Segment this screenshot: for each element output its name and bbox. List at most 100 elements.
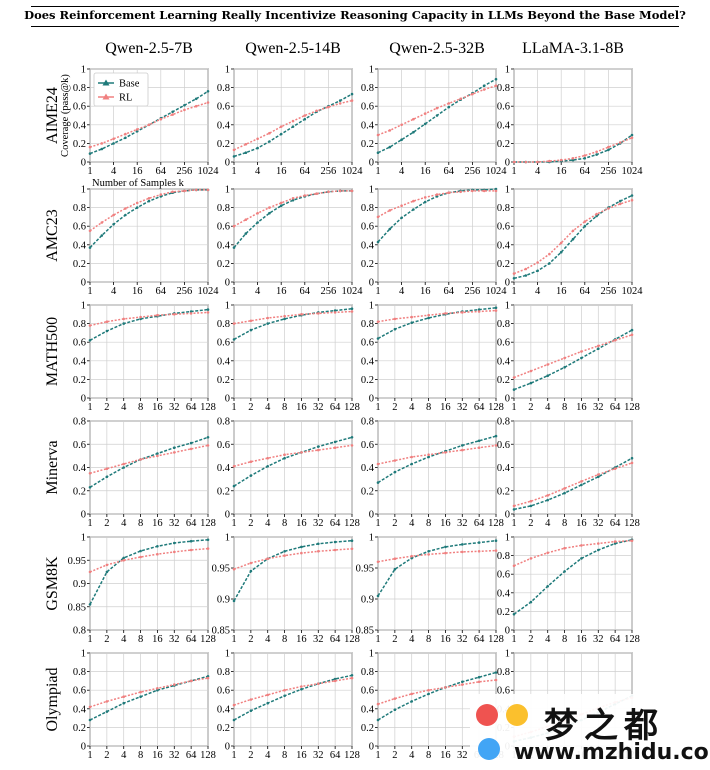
- panel-Olympiad-1-series-base-point-1: [249, 709, 253, 712]
- panel-Minerva-0-series-rl-point-0: [88, 472, 92, 475]
- panel-MATH500-0-series-base-point-0: [88, 339, 92, 342]
- panel-GSM8K-1-series-rl-point-0: [232, 567, 236, 571]
- panel-AMC23-3-xtick-label-0: 1: [511, 286, 516, 297]
- panel-AIME24-0-xtick-label-2: 16: [132, 166, 143, 177]
- panel-AMC23-1-ytick-label-2: 0.4: [217, 240, 231, 251]
- panel-Olympiad-1-xtick-label-2: 4: [265, 750, 271, 761]
- panel-Minerva-3-ytick-label-4: 0.8: [497, 417, 510, 428]
- panel-GSM8K-3-series-base-point-6: [613, 542, 617, 545]
- panel-MATH500-3-xtick-label-5: 32: [593, 402, 604, 413]
- panel-MATH500-1-series-rl-point-2: [266, 316, 270, 320]
- panel-MATH500-3-ytick-label-3: 0.6: [497, 338, 510, 349]
- panel-Minerva-3-series-rl-point-5: [597, 473, 600, 476]
- panel-Olympiad-0-ytick-label-5: 1: [81, 649, 86, 660]
- panel-Olympiad-2-series-rl-point-5: [461, 683, 464, 686]
- panel-Olympiad-1-series-base-point-4: [300, 688, 303, 691]
- panel-AMC23-0-series-base-point-0: [88, 246, 92, 249]
- panel-Minerva-1-ytick-label-1: 0.2: [217, 486, 230, 497]
- panel-AIME24-1-series-rl-point-10: [350, 99, 354, 102]
- panel-Minerva-1-ytick-label-2: 0.4: [217, 463, 231, 474]
- panel-AMC23-0-series-rl-point-0: [88, 229, 92, 233]
- panel-GSM8K-1-series-base-point-5: [317, 542, 320, 546]
- panel-AMC23-0-series-base-point-4: [135, 206, 139, 209]
- panel-GSM8K-2-series-rl-point-1: [393, 557, 397, 560]
- panel-GSM8K-2-xtick-label-0: 1: [375, 634, 380, 645]
- panel-Minerva-3-xtick-label-6: 64: [610, 518, 621, 529]
- panel-Minerva-3-ytick-label-1: 0.2: [497, 486, 510, 497]
- panel-Olympiad-2-series-rl-point-7: [494, 678, 498, 682]
- panel-MATH500-0-series-rl-point-0: [88, 324, 92, 327]
- panel-Minerva-3-series-rl-point-3: [563, 487, 566, 490]
- panel-AIME24-2-series-rl-point-3: [412, 117, 415, 121]
- panel-Minerva-0-xtick-label-5: 32: [169, 518, 180, 529]
- panel-AMC23-3-series-rl-point-7: [595, 212, 598, 216]
- figure-title: Does Reinforcement Learning Really Incen…: [24, 8, 686, 22]
- panel-AIME24-1-series-base-point-5: [291, 125, 295, 128]
- panel-AMC23-3-ytick-label-2: 0.4: [497, 240, 511, 251]
- panel-GSM8K-1-series-base-point-0: [232, 599, 236, 603]
- panel-Minerva-0-series-rl-point-5: [173, 451, 176, 454]
- panel-AIME24-0-xtick-label-0: 1: [87, 166, 92, 177]
- panel-AMC23-2-ytick-label-3: 0.6: [361, 222, 374, 233]
- panel-AIME24-0-series-rl-point-8: [183, 108, 186, 112]
- column-title-0: Qwen-2.5-7B: [105, 40, 193, 57]
- panel-GSM8K-0-series-rl-point-7: [206, 547, 210, 550]
- panel-AIME24-0-series-base-point-2: [112, 142, 115, 145]
- panel-AIME24-0-series-rl-point-9: [194, 104, 198, 108]
- panel-AMC23-2-series-base-point-10: [494, 187, 498, 191]
- panel-MATH500-0-series-rl-point-5: [173, 313, 176, 316]
- panel-AMC23-0-series-base-point-2: [112, 223, 115, 226]
- panel-Olympiad-1-series-rl-point-7: [350, 676, 354, 680]
- legend-marker-base: [102, 79, 110, 86]
- panel-AMC23-0-ytick-label-4: 0.8: [73, 203, 86, 214]
- panel-AIME24-2-xtick-label-3: 64: [444, 166, 455, 177]
- panel-AIME24-2-series-rl-point-9: [482, 88, 486, 91]
- panel-Olympiad-0-frame: [89, 652, 209, 747]
- panel-GSM8K-1-ytick-label-2: 0.95: [212, 564, 230, 575]
- panel-Minerva-2-ytick-label-2: 0.4: [361, 463, 375, 474]
- panel-MATH500-2-ytick-label-1: 0.2: [361, 375, 374, 386]
- panel-AIME24-2-series-base-point-9: [482, 84, 486, 87]
- panel-Minerva-0-series-base-point-4: [156, 452, 159, 455]
- panel-AIME24-2-series-base-point-6: [447, 105, 451, 109]
- panel-Olympiad-2-xtick-label-5: 32: [457, 750, 468, 761]
- panel-GSM8K-0-series-rl-point-3: [139, 555, 142, 559]
- panel-MATH500-2-ytick-label-3: 0.6: [361, 338, 374, 349]
- panel-Minerva-1-series-rl-point-5: [317, 448, 320, 452]
- panel-Minerva-1-series-rl-point-2: [266, 456, 270, 460]
- panel-Minerva-1-xtick-label-6: 64: [330, 518, 341, 529]
- panel-AMC23-0-xtick-label-1: 4: [111, 286, 117, 297]
- panel-MATH500-2-xtick-label-4: 16: [440, 402, 451, 413]
- panel-Minerva-2-xtick-label-1: 2: [392, 518, 397, 529]
- panel-AMC23-1-series-rl-point-10: [350, 189, 354, 193]
- panel-GSM8K-1-series-rl-point-3: [283, 554, 286, 557]
- panel-Olympiad-2-series-rl-point-0: [376, 702, 380, 706]
- panel-MATH500-2-series-rl-point-0: [376, 320, 380, 324]
- panel-AIME24-3-frame: [513, 68, 633, 163]
- panel-MATH500-1-series-base-point-3: [283, 317, 286, 321]
- panel-AIME24-3-xtick-label-1: 4: [535, 166, 541, 177]
- panel-Olympiad-0-series-rl-point-5: [173, 683, 176, 686]
- panel-AIME24-3-series-rl-point-5: [571, 157, 575, 160]
- panel-AMC23-2-ytick-label-1: 0.2: [361, 259, 374, 270]
- panel-MATH500-2-series-rl-point-4: [444, 312, 447, 315]
- panel-AIME24-1-series-base-point-6: [303, 117, 307, 121]
- panel-Olympiad-1-xtick-label-1: 2: [248, 750, 253, 761]
- panel-MATH500-1-series-base-point-1: [249, 328, 253, 332]
- panel-MATH500-2-ytick-label-2: 0.4: [361, 356, 375, 367]
- panel-Olympiad-0-series-rl-point-6: [189, 679, 193, 683]
- panel-MATH500-3-xtick-label-1: 2: [528, 402, 533, 413]
- panel-Minerva-3-series-rl-point-2: [546, 494, 549, 497]
- panel-MATH500-0-series-rl-point-2: [122, 317, 125, 321]
- panel-AMC23-1-xtick-label-0: 1: [231, 286, 236, 297]
- panel-Olympiad-1-xtick-label-5: 32: [313, 750, 324, 761]
- panel-AMC23-2-series-rl-point-1: [388, 209, 392, 212]
- panel-AIME24-2-series-base-point-10: [494, 77, 498, 81]
- panel-AIME24-3-series-base-point-7: [595, 153, 598, 156]
- panel-AMC23-3-series-rl-point-1: [524, 267, 528, 271]
- panel-AIME24-0-series-base-point-3: [124, 136, 127, 140]
- panel-AIME24-3-xtick-label-4: 256: [601, 166, 617, 177]
- panel-AIME24-0-ytick-label-0: 0: [81, 158, 86, 169]
- panel-Olympiad-0-series-base-point-7: [206, 675, 210, 678]
- panel-Olympiad-0-series-rl-point-3: [139, 690, 142, 694]
